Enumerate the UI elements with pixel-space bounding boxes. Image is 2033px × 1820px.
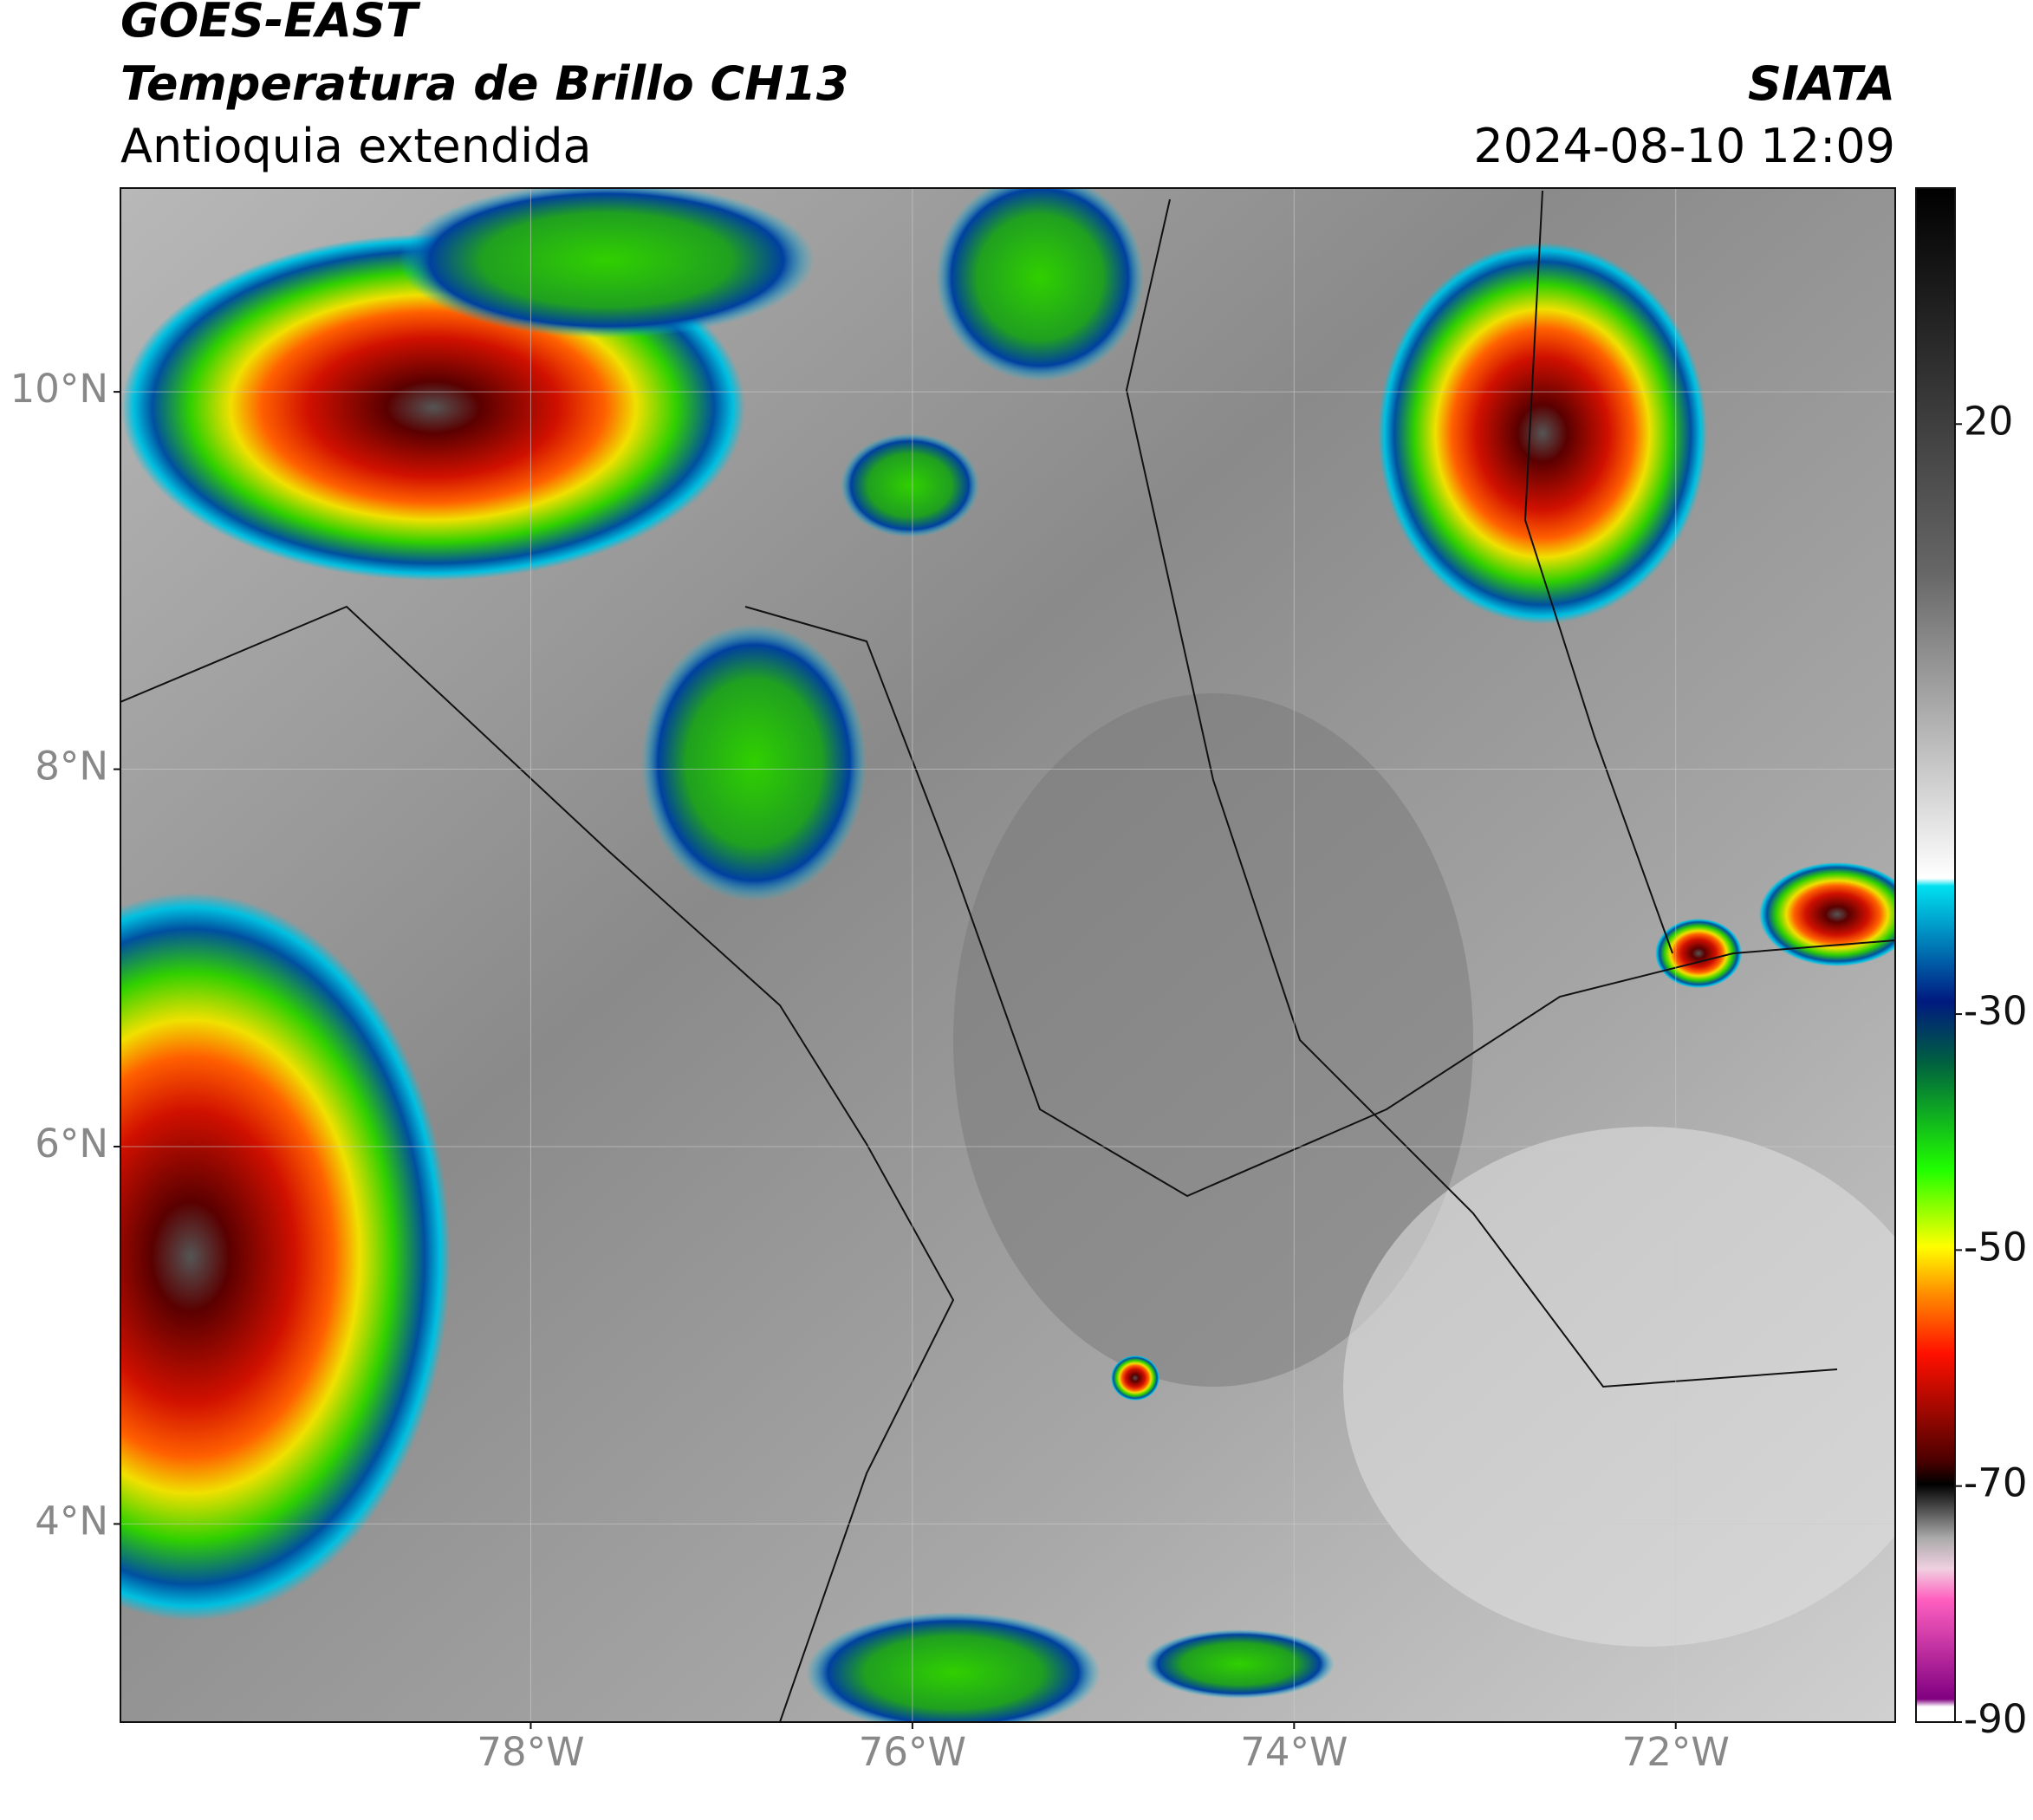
source: SIATA [1748, 56, 1895, 111]
x-tick-label: 72°W [1622, 1729, 1730, 1775]
x-tick-label: 76°W [859, 1729, 966, 1775]
title: GOES-EAST [120, 0, 421, 48]
y-tick-label: 4°N [35, 1498, 108, 1544]
map-frame [120, 187, 1896, 1723]
colorbar-tick-label: 20 [1964, 398, 2013, 444]
x-tick-label: 74°W [1240, 1729, 1348, 1775]
datetime: 2024-08-10 12:09 [1473, 119, 1895, 173]
x-tick-label: 78°W [477, 1729, 584, 1775]
colorbar-tick-label: -70 [1964, 1460, 2028, 1506]
y-tick-label: 6°N [35, 1121, 108, 1167]
subtitle: Temperatura de Brillo CH13 [120, 56, 849, 111]
colorbar-tick-label: -90 [1964, 1696, 2028, 1742]
colorbar [1915, 187, 1956, 1723]
map-image [120, 188, 1895, 1722]
region: Antioquia extendida [120, 119, 592, 173]
colorbar-tick-label: -50 [1964, 1224, 2028, 1270]
colorbar-tick-label: -30 [1964, 988, 2028, 1034]
y-tick-label: 8°N [35, 744, 108, 790]
y-tick-label: 10°N [10, 366, 108, 412]
